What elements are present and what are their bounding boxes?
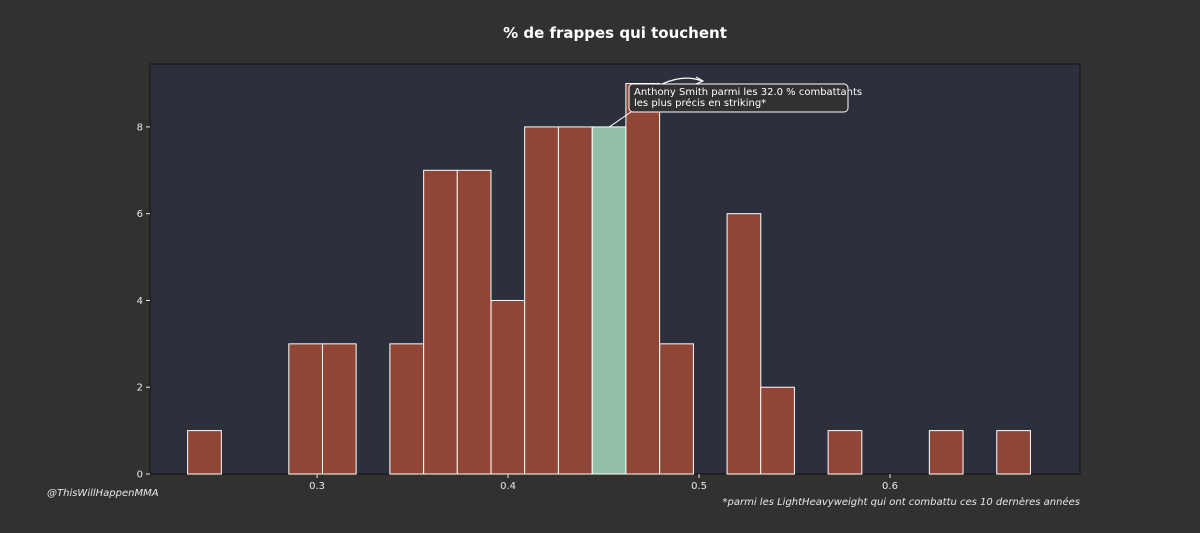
annotation-line-2: les plus précis en striking*	[634, 97, 766, 109]
x-tick-label: 0.5	[691, 481, 707, 492]
annotation-arrow-head	[695, 76, 705, 85]
histogram-bar	[726, 213, 762, 475]
histogram-bar	[827, 430, 863, 475]
x-tick-label: 0.4	[500, 481, 516, 492]
y-tick-label: 0	[137, 470, 143, 481]
x-tick-label: 0.3	[309, 481, 325, 492]
x-tick-label: 0.6	[882, 481, 898, 492]
histogram-bar	[659, 343, 694, 475]
y-tick-label: 4	[137, 296, 143, 307]
histogram-bar	[321, 343, 357, 475]
histogram-bar	[557, 126, 593, 475]
histogram-bar	[456, 169, 492, 475]
histogram-bar	[389, 343, 425, 475]
highlight-bar	[591, 126, 627, 475]
annotation: Anthony Smith parmi les 32.0 % combattan…	[608, 76, 862, 128]
footnote-text: *parmi les LightHeavyweight qui ont comb…	[723, 496, 1081, 508]
histogram-bar	[760, 386, 795, 475]
y-tick-label: 8	[137, 122, 143, 133]
credit-text: @ThisWillHappenMMA	[47, 488, 159, 499]
annotation-arrow-curve	[661, 77, 703, 85]
histogram-bar	[423, 169, 458, 475]
histogram-bar	[187, 430, 222, 475]
histogram-bar	[625, 83, 661, 475]
y-axis: 0 2 4 6 8	[137, 122, 150, 481]
histogram-bar	[928, 430, 964, 475]
histogram-bar	[288, 343, 324, 475]
histogram-bar	[524, 126, 559, 475]
annotation-pointer	[608, 111, 632, 128]
x-axis: 0.3 0.4 0.5 0.6	[309, 474, 898, 492]
annotation-box	[628, 83, 849, 113]
annotation-line-1: Anthony Smith parmi les 32.0 % combattan…	[634, 87, 862, 98]
histogram-bar	[996, 430, 1031, 475]
bars-group	[187, 83, 1031, 475]
y-tick-label: 2	[137, 383, 143, 394]
histogram-bar	[490, 299, 526, 475]
chart-title: % de frappes qui touchent	[503, 24, 727, 42]
y-tick-label: 6	[137, 209, 143, 220]
